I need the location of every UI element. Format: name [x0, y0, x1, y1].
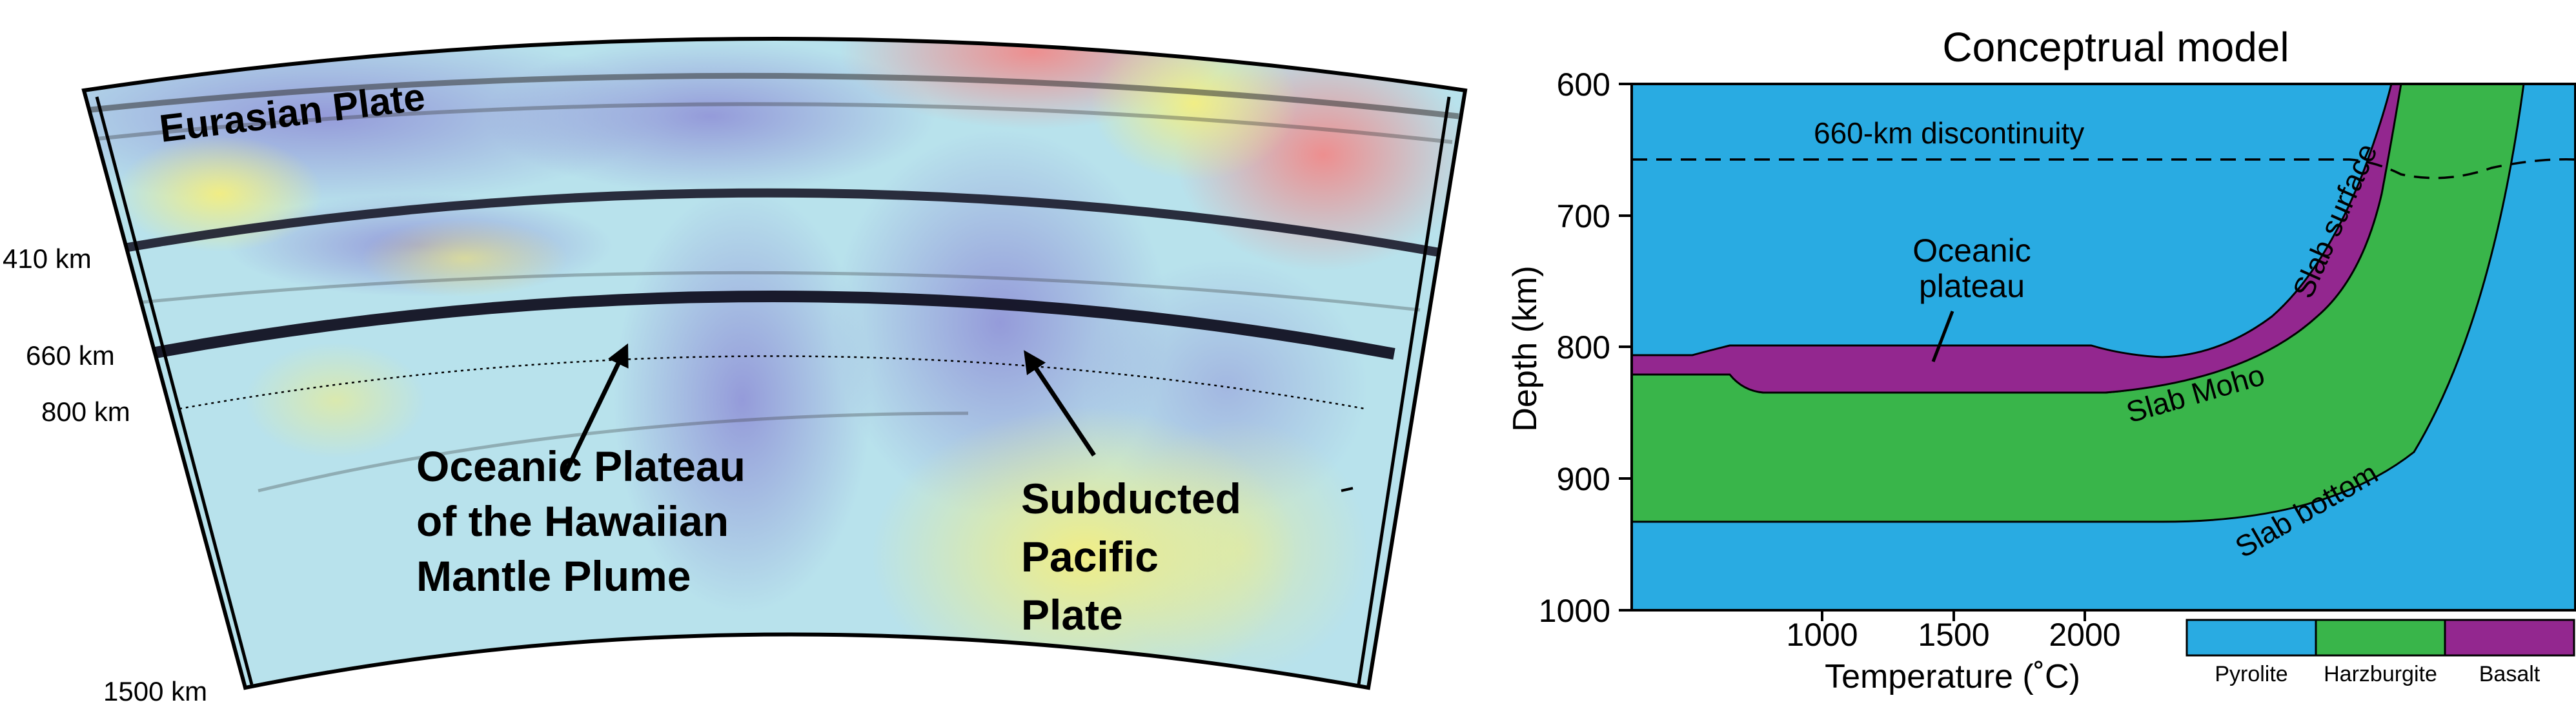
discontinuity-660-model [1632, 158, 2576, 180]
plateau-label-line-2: plateau [1919, 268, 2025, 304]
x-tick-1500: 1500 [1918, 617, 1989, 653]
legend-swatch-basalt [2444, 619, 2575, 657]
y-tick-600: 600 [1557, 67, 1610, 103]
depth-label-410: 410 km [3, 243, 92, 274]
svg-text:Plate: Plate [1021, 591, 1123, 639]
depth-label-800: 800 km [41, 396, 130, 427]
legend-label-pyrolite: Pyrolite [2215, 662, 2287, 686]
legend-label-basalt: Basalt [2479, 662, 2541, 686]
svg-text:Subducted: Subducted [1021, 475, 1241, 522]
plateau-label-line-1: Oceanic [1912, 232, 2031, 269]
y-axis-label: Depth (km) [1506, 265, 1544, 431]
legend-swatch-harzburgite [2315, 619, 2446, 657]
svg-text:Oceanic Plateau: Oceanic Plateau [416, 442, 745, 490]
y-tick-700: 700 [1557, 198, 1610, 234]
x-tick-1000: 1000 [1786, 617, 1858, 653]
pacific-label: Subducted Pacific Plate [1021, 475, 1241, 639]
tomography-section [81, 37, 1468, 690]
x-axis: 1000 1500 2000 Temperature (˚C) [1786, 610, 2121, 695]
svg-text:Mantle Plume: Mantle Plume [416, 552, 691, 600]
legend: Pyrolite Harzburgite Basalt [2186, 619, 2575, 686]
discontinuity-410 [84, 188, 1465, 263]
x-tick-2000: 2000 [2049, 617, 2120, 653]
y-tick-900: 900 [1557, 461, 1610, 497]
plume-arrow [562, 343, 629, 476]
y-tick-800: 800 [1557, 329, 1610, 365]
discontinuity-label: 660-km discontinuity [1814, 116, 2084, 150]
legend-label-harzburgite: Harzburgite [2324, 662, 2437, 686]
conceptual-model-title: Conceptrual model [1942, 24, 2289, 70]
y-tick-1000: 1000 [1539, 593, 1610, 629]
depth-labels: 410 km 660 km 800 km 1500 km [3, 243, 207, 706]
y-axis: 600 700 800 900 1000 Depth (km) [1506, 67, 1632, 629]
section-outline [81, 37, 1468, 690]
depth-label-660: 660 km [26, 340, 115, 371]
pacific-arrow [1024, 350, 1096, 457]
model-plot [1630, 83, 2576, 612]
plateau-pointer [1931, 311, 1954, 362]
depth-label-1500: 1500 km [103, 676, 207, 706]
svg-text:Pacific: Pacific [1021, 533, 1159, 581]
discontinuity-660 [147, 291, 1395, 360]
plume-label: Oceanic Plateau of the Hawaiian Mantle P… [416, 442, 745, 600]
depth-800-line [179, 355, 1366, 410]
basalt-layer [1630, 83, 2402, 394]
svg-text:of the Hawaiian: of the Hawaiian [416, 497, 729, 545]
x-axis-label: Temperature (˚C) [1825, 658, 2080, 695]
legend-swatch-pyrolite [2186, 619, 2317, 657]
